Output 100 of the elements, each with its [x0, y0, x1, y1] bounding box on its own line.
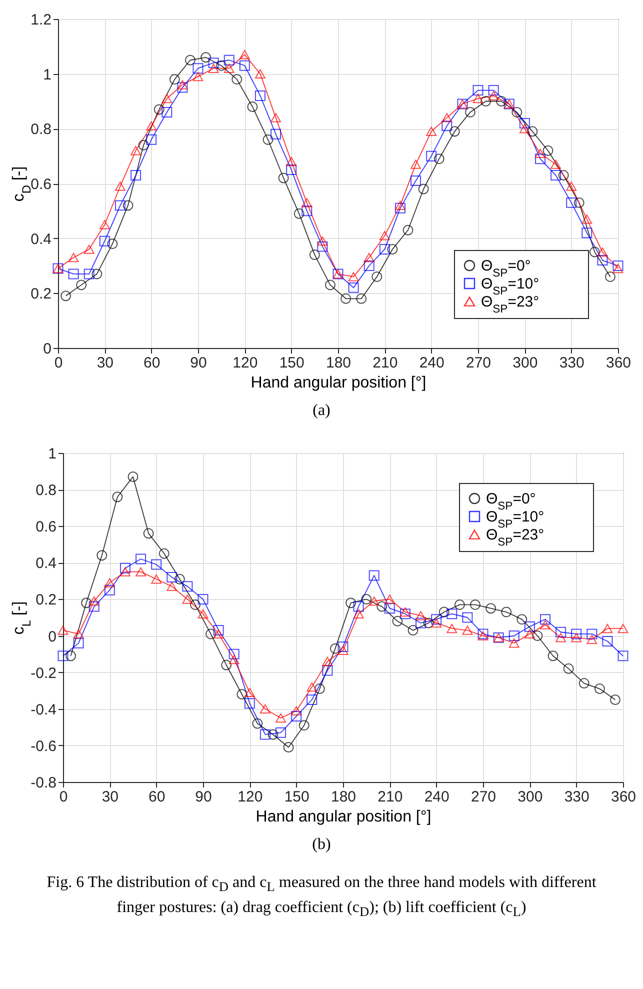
point	[462, 612, 473, 623]
point	[594, 684, 605, 694]
x-tick-label: 60	[148, 788, 166, 806]
y-tick-label: -0.8	[30, 774, 56, 792]
point	[120, 567, 130, 576]
point	[322, 656, 333, 666]
point	[192, 72, 204, 82]
x-tick-label: 60	[143, 354, 160, 372]
point	[410, 176, 422, 186]
point	[604, 271, 616, 282]
point	[213, 629, 224, 639]
point	[410, 160, 422, 169]
point	[136, 554, 146, 564]
point	[368, 596, 380, 606]
y-tick-label: 0.2	[36, 592, 56, 609]
point	[416, 618, 426, 628]
point	[166, 572, 178, 583]
point	[418, 184, 429, 194]
point	[88, 596, 100, 606]
y-tick-label: -0.4	[30, 701, 56, 718]
x-tick-label: 270	[470, 788, 496, 806]
x-tick-label: 120	[232, 354, 258, 372]
point	[462, 626, 473, 635]
x-tick-label: 150	[284, 788, 310, 806]
point	[534, 148, 546, 158]
point	[542, 145, 554, 156]
point	[446, 624, 458, 634]
point	[508, 638, 520, 648]
point	[379, 244, 390, 255]
point	[104, 584, 115, 596]
point	[302, 198, 312, 208]
point	[550, 170, 562, 181]
point	[472, 85, 484, 96]
point	[548, 650, 558, 662]
point	[416, 611, 426, 620]
x-axis-title: Hand angular position [°]	[256, 808, 432, 826]
point	[254, 69, 266, 78]
y-tick-label: 1	[43, 66, 52, 84]
point	[586, 628, 598, 640]
point	[408, 625, 418, 636]
x-tick-label: 240	[419, 354, 444, 372]
point	[478, 631, 488, 640]
x-tick-label: 90	[195, 788, 212, 806]
point	[597, 247, 608, 257]
point	[166, 582, 178, 592]
point	[317, 236, 328, 246]
point	[368, 570, 380, 581]
point	[112, 492, 123, 502]
point	[314, 684, 325, 694]
point	[268, 729, 278, 740]
point	[182, 594, 193, 604]
point	[76, 280, 87, 290]
point	[602, 636, 613, 647]
point	[291, 706, 302, 716]
point	[208, 58, 219, 68]
text: Fig. 6 The distribution of c$_{D}$ and c$_{L}$ measured on the three hand models with different finger postures: (a) drag coefficient (c$_{D}$); (b) lift coefficient (c$_{L}$)	[46, 874, 596, 920]
point	[283, 742, 294, 753]
point	[426, 126, 437, 136]
point	[480, 96, 492, 106]
text: (b)	[311, 836, 332, 854]
point	[252, 718, 263, 729]
point	[364, 252, 374, 262]
point	[260, 704, 270, 714]
text: (a)	[312, 402, 332, 420]
point	[213, 625, 224, 636]
point	[488, 85, 499, 96]
y-tick-label: 1	[48, 446, 56, 462]
y-tick-label: 0.8	[30, 121, 52, 138]
x-tick-label: 180	[330, 788, 356, 806]
point	[96, 550, 108, 561]
point	[88, 601, 100, 612]
x-tick-label: 270	[466, 354, 492, 372]
point	[294, 208, 304, 219]
point	[571, 633, 582, 642]
point	[208, 64, 219, 73]
point	[387, 244, 398, 255]
x-tick-label: 30	[102, 788, 119, 806]
point	[99, 236, 110, 246]
y-tick-label: 0.4	[30, 230, 52, 248]
point	[423, 618, 434, 628]
point	[508, 630, 520, 642]
y-tick-label: -0.2	[30, 664, 56, 682]
point	[198, 609, 208, 618]
y-tick-label: 0	[43, 340, 52, 358]
point	[143, 528, 154, 539]
point	[228, 648, 240, 660]
point	[286, 156, 297, 166]
point	[298, 720, 310, 731]
point	[566, 182, 577, 191]
x-tick-label: 210	[378, 788, 403, 806]
point	[198, 594, 208, 604]
point	[556, 633, 566, 642]
point	[612, 260, 624, 271]
point	[426, 150, 437, 162]
point	[578, 678, 590, 689]
point	[158, 548, 170, 559]
point	[340, 293, 352, 304]
point	[501, 606, 512, 618]
point	[154, 104, 164, 115]
x-tick-label: 360	[606, 354, 632, 372]
